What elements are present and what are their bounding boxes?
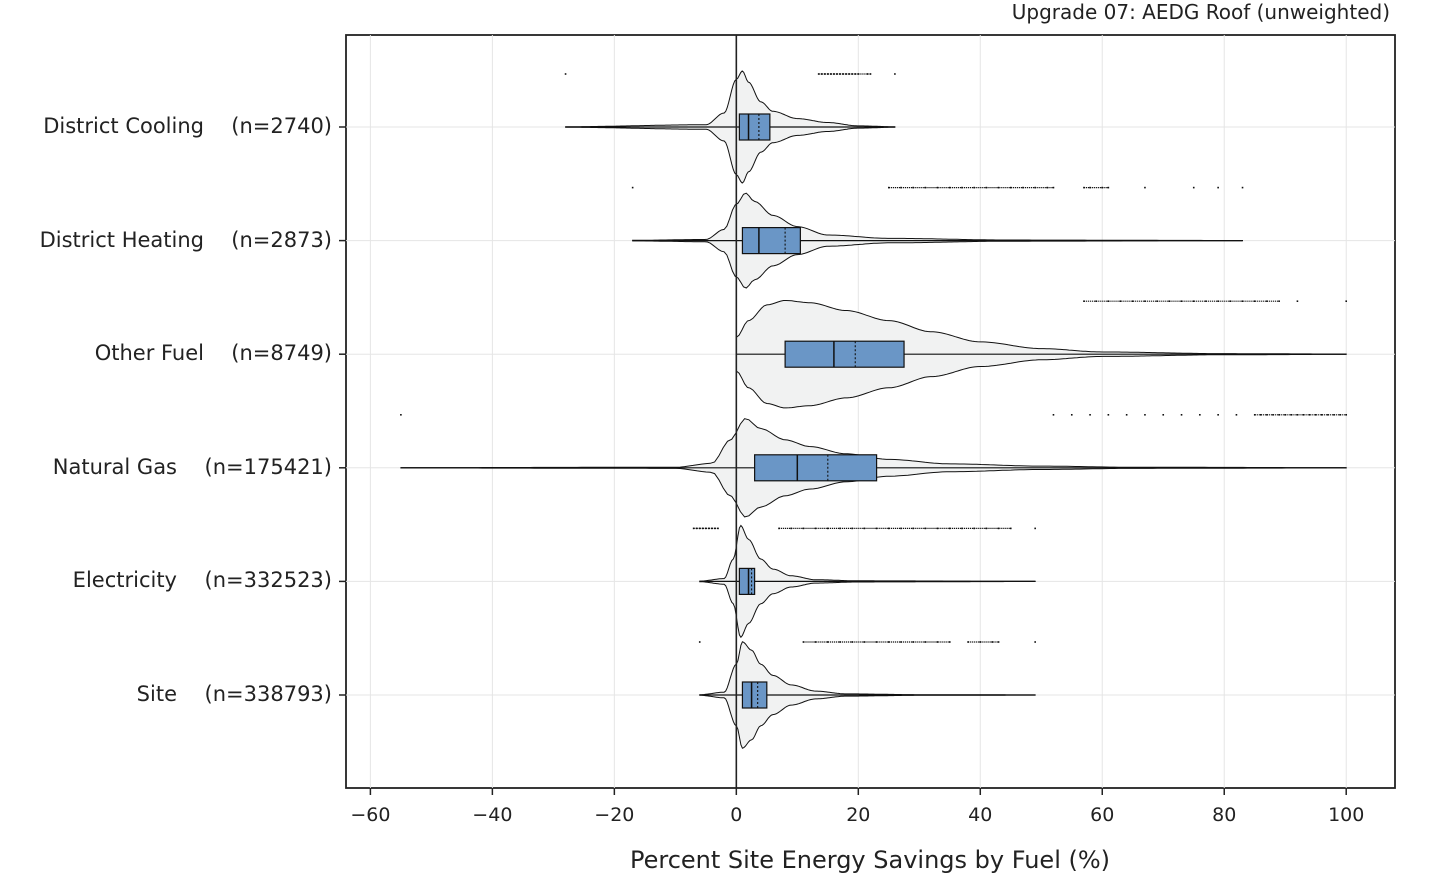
x-tick-label: 40 xyxy=(968,804,993,826)
outlier-point xyxy=(564,73,567,75)
outlier-point xyxy=(631,186,634,189)
outlier-point xyxy=(1034,527,1036,530)
chart-title: Upgrade 07: AEDG Roof (unweighted) xyxy=(1011,0,1390,24)
x-tick-label: 60 xyxy=(1090,804,1115,826)
x-tick-label: 0 xyxy=(730,804,743,826)
iqr-box xyxy=(754,454,878,482)
outlier-point xyxy=(894,73,896,75)
outlier-point xyxy=(1192,186,1195,189)
outlier-point xyxy=(1052,414,1055,416)
category-name: District Heating xyxy=(39,227,204,252)
outlier-point xyxy=(1144,414,1146,416)
outlier-point xyxy=(1144,186,1146,189)
violins xyxy=(400,70,1347,749)
grid-lines xyxy=(346,35,1395,788)
outlier-point xyxy=(1107,414,1110,416)
outlier-point xyxy=(1345,300,1348,302)
x-tick-label: −40 xyxy=(472,804,513,826)
outlier-point xyxy=(400,414,402,416)
iqr-box xyxy=(738,567,756,596)
outlier-point xyxy=(1180,414,1183,416)
outlier-point xyxy=(1217,186,1219,189)
x-tick-label: 100 xyxy=(1328,804,1365,826)
outlier-point xyxy=(1107,186,1110,189)
plot-frame xyxy=(345,34,1396,789)
category-count: (n=8749) xyxy=(231,341,332,366)
category-count: (n=2873) xyxy=(231,227,332,252)
outlier-point xyxy=(1217,414,1219,416)
outliers xyxy=(400,73,1348,643)
category-count: (n=338793) xyxy=(204,682,332,706)
category-name: Natural Gas xyxy=(52,454,177,479)
outlier-point xyxy=(1125,414,1128,416)
x-tick-label: −20 xyxy=(594,804,635,826)
iqr-box xyxy=(784,340,905,368)
category-count: (n=175421) xyxy=(204,454,332,479)
category-name: Site xyxy=(136,682,177,706)
x-tick-label: 80 xyxy=(1212,804,1237,826)
x-tick-label: 20 xyxy=(846,804,871,826)
outlier-point xyxy=(1162,414,1165,416)
category-count: (n=2740) xyxy=(231,114,332,138)
iqr-box xyxy=(741,681,768,709)
outlier-point xyxy=(698,641,701,643)
boxes xyxy=(738,113,905,709)
x-tick-label: −60 xyxy=(350,804,391,826)
outlier-point xyxy=(1083,300,1085,302)
category-name: Electricity xyxy=(72,568,177,593)
outlier-point xyxy=(1089,414,1091,416)
outlier-point xyxy=(967,641,969,643)
outlier-point xyxy=(1083,186,1085,189)
category-name: Other Fuel xyxy=(94,341,204,366)
iqr-box xyxy=(741,227,801,255)
outlier-point xyxy=(817,73,820,75)
x-axis-label: Percent Site Energy Savings by Fuel (%) xyxy=(629,846,1111,874)
outlier-point xyxy=(1296,300,1299,302)
iqr-box xyxy=(738,113,771,141)
outlier-point xyxy=(1235,414,1238,416)
outlier-point xyxy=(1241,186,1244,189)
outlier-point xyxy=(1199,414,1201,416)
x-axis xyxy=(339,35,1347,795)
category-count: (n=332523) xyxy=(204,568,332,593)
category-name: District Cooling xyxy=(43,114,204,138)
outlier-point xyxy=(1070,414,1073,416)
outlier-point xyxy=(1034,641,1036,643)
